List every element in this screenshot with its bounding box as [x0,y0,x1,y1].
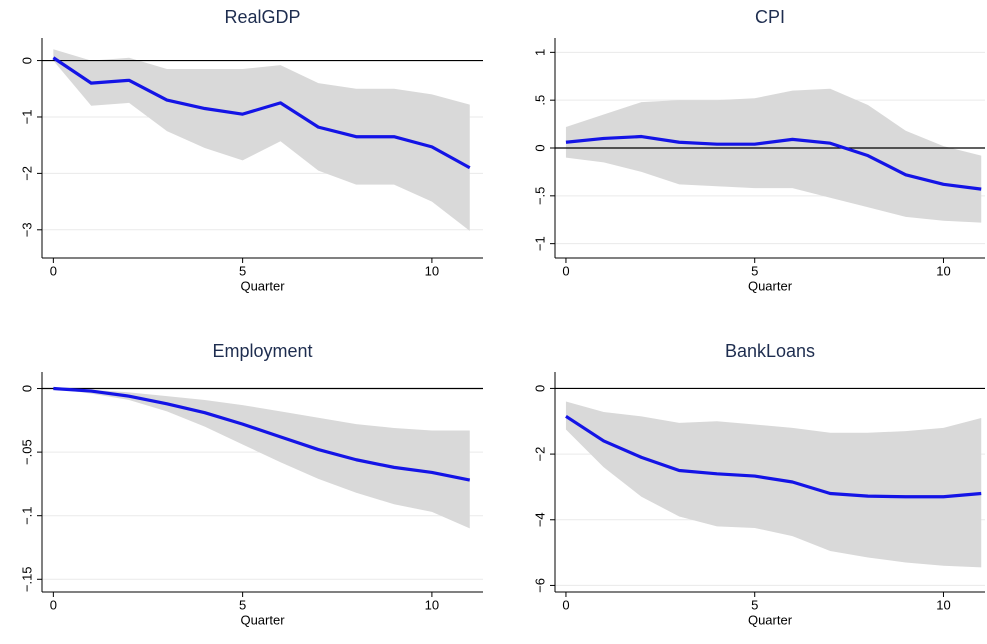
x-tick-label: 10 [936,597,950,612]
x-tick-label: 5 [239,263,246,278]
confidence-band [565,401,982,568]
y-tick-label: −.15 [19,566,34,592]
irf-line [53,386,471,482]
y-tick-label: −1 [532,236,547,251]
x-tick-label: 0 [50,263,57,278]
x-tick-label: 0 [50,597,57,612]
irf-line [565,134,982,191]
y-tick-label: −.1 [19,506,34,524]
y-tick-label: 1 [532,49,547,56]
y-tick-label: −3 [19,222,34,237]
confidence-band [53,388,470,529]
y-tick-label: 0 [532,144,547,151]
y-tick-label: .5 [532,95,547,106]
y-tick-label: −6 [532,578,547,593]
panel-title: Employment [212,341,312,361]
x-axis-label: Quarter [240,278,285,293]
y-tick-label: 0 [532,385,547,392]
x-tick-label: 0 [562,597,569,612]
panel-title: CPI [755,7,785,27]
irf-line [565,414,982,499]
irf-line [52,56,471,170]
x-axis-label: Quarter [748,612,793,627]
confidence-band [565,88,982,223]
x-tick-label: 0 [562,263,569,278]
y-tick-label: −4 [532,512,547,527]
panel-title: RealGDP [224,7,300,27]
y-tick-label: −1 [19,110,34,125]
y-tick-label: 0 [19,385,34,392]
x-tick-label: 10 [936,263,950,278]
y-tick-label: 0 [19,57,34,64]
x-axis-label: Quarter [240,612,285,627]
panel-title: BankLoans [725,341,815,361]
x-tick-label: 5 [751,263,758,278]
y-tick-label: −2 [532,447,547,462]
y-tick-label: −.5 [532,187,547,205]
x-tick-label: 5 [751,597,758,612]
x-tick-label: 10 [425,263,439,278]
x-tick-label: 5 [239,597,246,612]
x-tick-label: 10 [425,597,439,612]
y-tick-label: −2 [19,166,34,181]
y-tick-label: −.05 [19,439,34,465]
x-axis-label: Quarter [748,278,793,293]
